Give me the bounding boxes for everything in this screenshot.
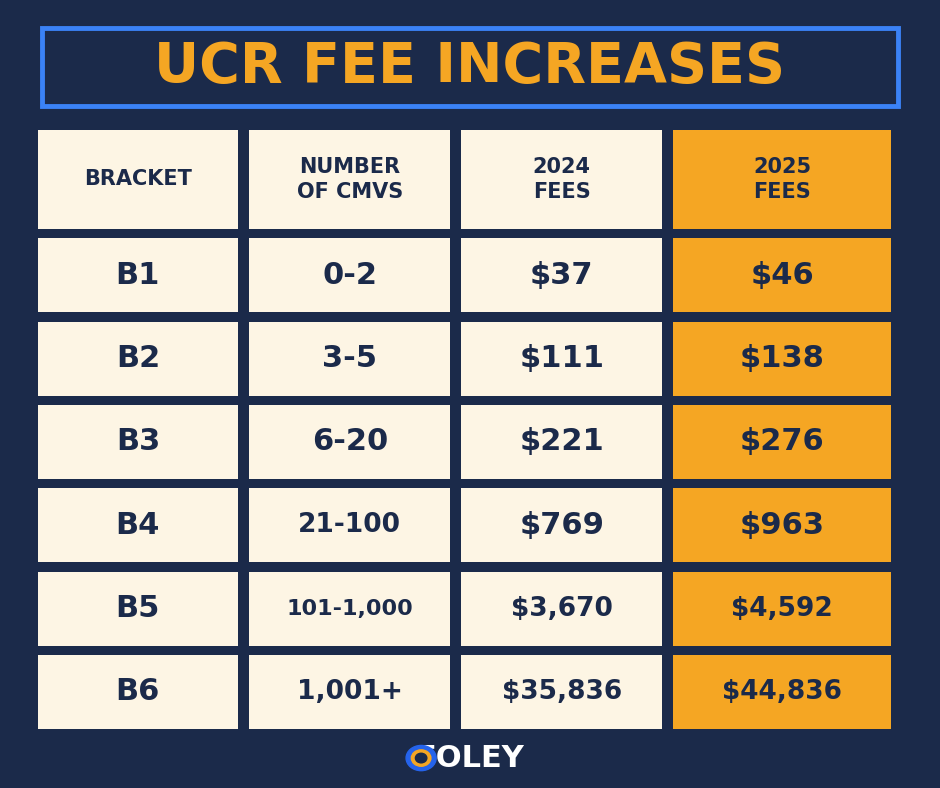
FancyBboxPatch shape — [249, 322, 450, 396]
FancyBboxPatch shape — [38, 322, 238, 396]
FancyBboxPatch shape — [673, 322, 891, 396]
FancyBboxPatch shape — [249, 130, 450, 229]
FancyBboxPatch shape — [249, 489, 450, 562]
Text: 2025
FEES: 2025 FEES — [753, 157, 811, 202]
FancyBboxPatch shape — [462, 489, 662, 562]
FancyBboxPatch shape — [38, 655, 238, 729]
FancyBboxPatch shape — [38, 571, 238, 645]
FancyBboxPatch shape — [462, 322, 662, 396]
FancyBboxPatch shape — [462, 238, 662, 312]
Text: $769: $769 — [519, 511, 604, 540]
Text: 3-5: 3-5 — [322, 344, 377, 373]
FancyBboxPatch shape — [38, 489, 238, 562]
FancyBboxPatch shape — [462, 655, 662, 729]
Text: B6: B6 — [116, 678, 160, 707]
Circle shape — [415, 753, 427, 763]
Circle shape — [406, 745, 436, 771]
Text: 6-20: 6-20 — [312, 427, 388, 456]
FancyBboxPatch shape — [249, 238, 450, 312]
FancyBboxPatch shape — [38, 238, 238, 312]
Text: 0-2: 0-2 — [322, 261, 377, 290]
Text: $46: $46 — [750, 261, 814, 290]
FancyBboxPatch shape — [462, 130, 662, 229]
Text: BRACKET: BRACKET — [84, 169, 192, 189]
Text: $35,836: $35,836 — [502, 679, 621, 705]
FancyBboxPatch shape — [462, 571, 662, 645]
Text: $4,592: $4,592 — [731, 596, 833, 622]
Text: $221: $221 — [519, 427, 604, 456]
FancyBboxPatch shape — [673, 130, 891, 229]
Text: 2024
FEES: 2024 FEES — [533, 157, 590, 202]
Text: $111: $111 — [519, 344, 604, 373]
Text: B2: B2 — [116, 344, 160, 373]
Text: B3: B3 — [116, 427, 160, 456]
Text: $276: $276 — [740, 427, 824, 456]
Text: $3,670: $3,670 — [510, 596, 613, 622]
Text: FOLEY: FOLEY — [415, 744, 525, 772]
FancyBboxPatch shape — [249, 405, 450, 479]
Text: $963: $963 — [740, 511, 824, 540]
Text: $44,836: $44,836 — [722, 679, 842, 705]
FancyBboxPatch shape — [42, 28, 898, 106]
FancyBboxPatch shape — [673, 489, 891, 562]
FancyBboxPatch shape — [249, 655, 450, 729]
FancyBboxPatch shape — [673, 238, 891, 312]
FancyBboxPatch shape — [38, 130, 238, 229]
FancyBboxPatch shape — [673, 655, 891, 729]
FancyBboxPatch shape — [673, 405, 891, 479]
FancyBboxPatch shape — [673, 571, 891, 645]
Circle shape — [412, 750, 431, 766]
Text: UCR FEE INCREASES: UCR FEE INCREASES — [154, 40, 786, 94]
Text: $37: $37 — [530, 261, 593, 290]
Text: 21-100: 21-100 — [298, 512, 401, 538]
Text: B1: B1 — [116, 261, 160, 290]
FancyBboxPatch shape — [462, 405, 662, 479]
Text: $138: $138 — [740, 344, 824, 373]
Text: B5: B5 — [116, 594, 160, 623]
Text: 1,001+: 1,001+ — [297, 679, 402, 705]
FancyBboxPatch shape — [38, 405, 238, 479]
Text: B4: B4 — [116, 511, 160, 540]
FancyBboxPatch shape — [249, 571, 450, 645]
Text: 101-1,000: 101-1,000 — [287, 599, 414, 619]
Text: NUMBER
OF CMVS: NUMBER OF CMVS — [297, 157, 403, 202]
